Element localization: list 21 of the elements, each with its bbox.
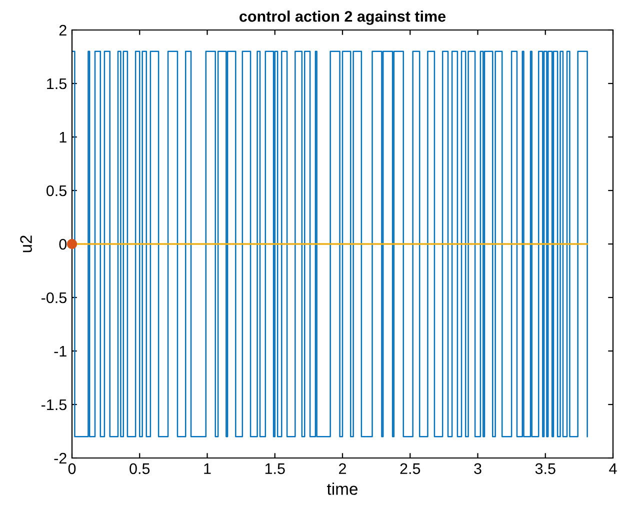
y-tick-label: -2 xyxy=(54,452,66,464)
y-tick-label: 2 xyxy=(59,24,66,36)
y-axis-title: u2 xyxy=(20,236,32,252)
x-tick-label: 2 xyxy=(339,463,346,474)
chart-title: control action 2 against time xyxy=(240,10,446,25)
x-tick-label: 3 xyxy=(474,463,482,474)
x-tick-label: 4 xyxy=(609,463,617,474)
x-tick-label: 3.5 xyxy=(535,463,556,474)
x-tick-label: 0.5 xyxy=(130,463,150,474)
y-tick-label: 1 xyxy=(60,132,66,143)
x-axis-title: time xyxy=(327,482,358,495)
x-tick-label: 2.5 xyxy=(400,463,420,474)
x-tick-label: 1 xyxy=(204,463,211,474)
y-tick-label: -0.5 xyxy=(41,292,66,304)
x-tick-label: 0 xyxy=(68,463,76,474)
x-tick-label: 1.5 xyxy=(265,463,285,474)
y-tick-label: 0 xyxy=(59,238,67,250)
y-tick-label: -1.5 xyxy=(41,400,66,410)
y-tick-label: 0.5 xyxy=(46,185,66,196)
y-tick-label: -1 xyxy=(54,346,66,357)
y-tick-label: 1.5 xyxy=(47,78,66,90)
